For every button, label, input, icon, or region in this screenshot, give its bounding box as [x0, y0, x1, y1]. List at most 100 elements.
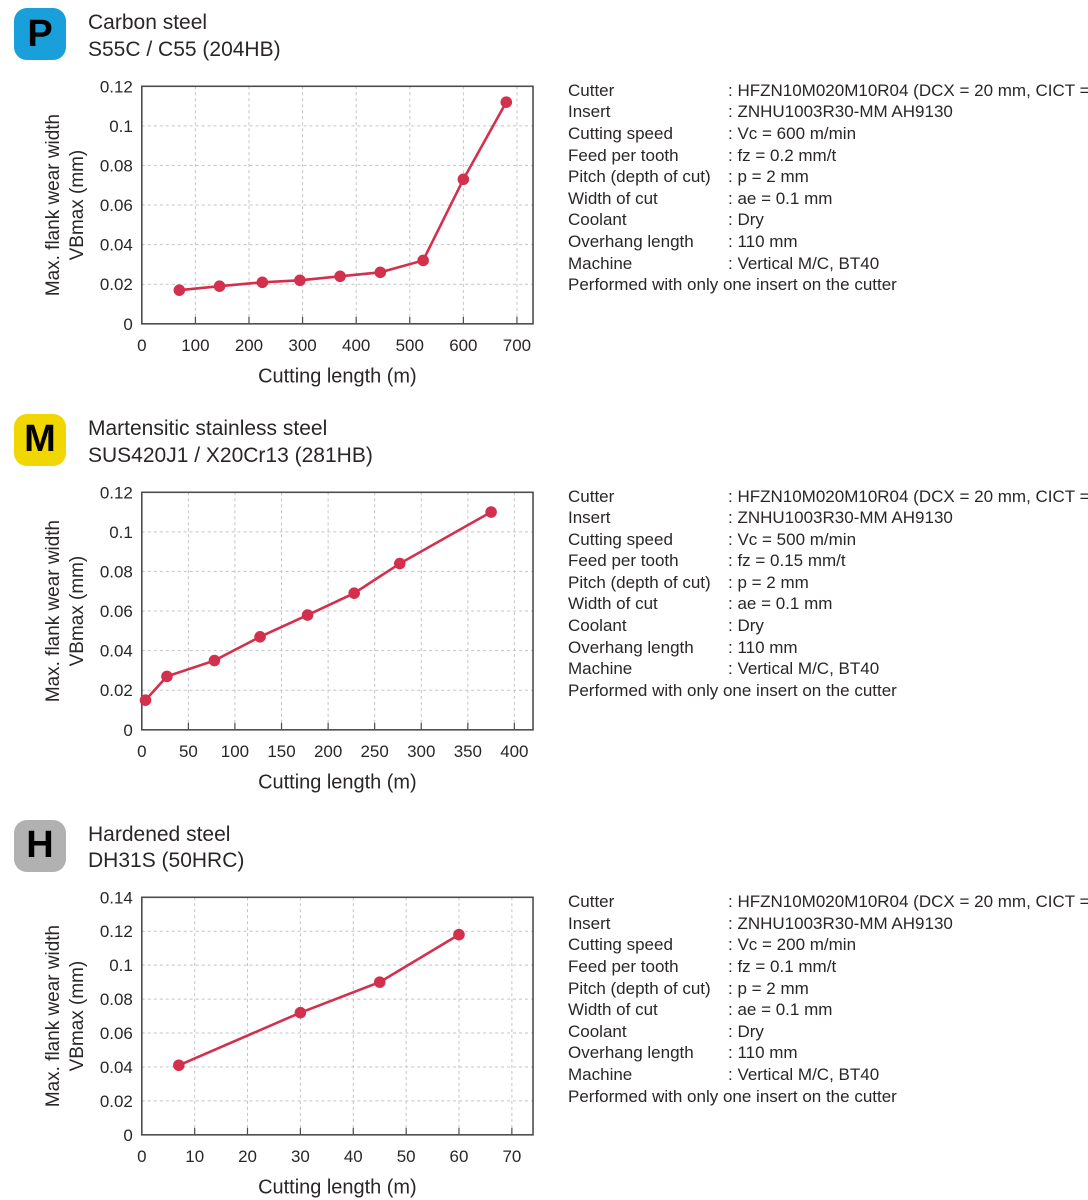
material-group-badge-m: M: [14, 413, 66, 466]
wear-chart-hardened-steel: 0 10 20 30 40 50 60 70 0 0.02 0.04 0.06 0.08 0.1 0.12 0…: [43, 889, 534, 1199]
svg-text:Cutting length (m): Cutting length (m): [258, 771, 417, 793]
svg-text:250: 250: [360, 741, 388, 760]
spec-label: Overhang length: [568, 637, 694, 657]
spec-row: Insert : ZNHU1003R30-MM AH9130: [568, 101, 1088, 123]
spec-label: Insert: [568, 102, 611, 122]
spec-label: Overhang length: [568, 1043, 694, 1063]
spec-row: Cutting speed: Vc = 500 m/min: [568, 529, 1088, 551]
spec-list: Cutter : HFZN10M020M10R04 (DCX = 20 mm, C…: [568, 76, 1088, 296]
svg-text:VBmax (mm): VBmax (mm): [67, 150, 88, 261]
svg-text:0.06: 0.06: [100, 196, 133, 215]
svg-text:0.1: 0.1: [109, 956, 133, 975]
svg-text:0: 0: [123, 1126, 132, 1145]
spec-label: Cutter: [568, 486, 615, 506]
spec-value: : p = 2 mm: [728, 167, 809, 187]
section-body: 0 10 20 30 40 50 60 70 0 0.02 0.04 0.06 0.08 0.1 0.12 0…: [0, 887, 1088, 1199]
material-group-badge-p: P: [14, 8, 66, 60]
spec-row: Overhang length : 110 mm: [568, 637, 1088, 659]
spec-value: : ZNHU1003R30-MM AH9130: [728, 508, 953, 528]
svg-text:70: 70: [502, 1147, 521, 1166]
spec-list: Cutter : HFZN10M020M10R04 (DCX = 20 mm, C…: [568, 887, 1088, 1107]
section-titles: Hardened steel DH31S (50HRC): [88, 820, 244, 876]
svg-text:0.12: 0.12: [100, 77, 133, 96]
wear-chart-carbon-steel: 0 100 200 300 400 500 600 700 0 0.02 0.04 0.06 0.08 0…: [43, 77, 534, 387]
section-titles: Martensitic stainless steel SUS420J1 / X…: [88, 414, 373, 470]
spec-row: Width of cut : ae = 0.1 mm: [568, 593, 1088, 615]
spec-value: : HFZN10M020M10R04 (DCX = 20 mm, CICT = …: [728, 892, 1088, 912]
svg-text:0.04: 0.04: [100, 1058, 133, 1077]
spec-value: : Vc = 600 m/min: [728, 123, 857, 143]
svg-text:200: 200: [235, 336, 263, 355]
svg-text:200: 200: [314, 741, 342, 760]
spec-value: : fz = 0.2 mm/t: [728, 145, 837, 165]
spec-row: Feed per tooth: fz = 0.1 mm/t: [568, 956, 1088, 978]
svg-text:VBmax (mm): VBmax (mm): [67, 961, 88, 1072]
svg-text:0.14: 0.14: [100, 889, 133, 908]
spec-label: Feed per tooth: [568, 551, 679, 571]
svg-text:0.04: 0.04: [100, 235, 133, 254]
spec-row: Coolant : Dry: [568, 209, 1088, 231]
spec-label: Coolant: [568, 616, 627, 636]
spec-value: : Dry: [728, 210, 764, 230]
spec-label: Coolant: [568, 210, 627, 230]
spec-label: Machine: [568, 253, 633, 273]
spec-value: : Vertical M/C, BT40: [728, 1065, 880, 1084]
svg-text:VBmax (mm): VBmax (mm): [67, 555, 88, 666]
svg-text:0.02: 0.02: [100, 1092, 133, 1111]
svg-text:0.08: 0.08: [100, 990, 133, 1009]
svg-text:0.06: 0.06: [100, 1024, 133, 1043]
spec-label: Insert: [568, 913, 611, 933]
svg-text:0.02: 0.02: [100, 681, 133, 700]
svg-text:20: 20: [238, 1147, 257, 1166]
svg-text:400: 400: [500, 741, 528, 760]
spec-row: Cutter : HFZN10M020M10R04 (DCX = 20 mm, C…: [568, 891, 1088, 913]
svg-text:Max. flank wear width: Max. flank wear width: [43, 925, 64, 1107]
spec-value: : HFZN10M020M10R04 (DCX = 20 mm, CICT = …: [728, 80, 1088, 100]
spec-label: Cutter: [568, 80, 615, 100]
spec-label: Width of cut: [568, 594, 658, 614]
spec-value: : ae = 0.1 mm: [728, 188, 833, 208]
svg-text:300: 300: [288, 336, 316, 355]
spec-row: Pitch (depth of cut): p = 2 mm: [568, 166, 1088, 188]
svg-text:Cutting length (m): Cutting length (m): [258, 365, 417, 387]
section-body: 0 100 200 300 400 500 600 700 0 0.02 0.04 0.06 0.08 0…: [0, 76, 1088, 388]
section-header: M Martensitic stainless steel SUS420J1 /…: [0, 413, 1088, 470]
spec-label: Cutting speed: [568, 529, 673, 549]
spec-value: : ae = 0.1 mm: [728, 594, 833, 614]
section-title: Hardened steel: [88, 822, 231, 846]
spec-label: Cutter: [568, 892, 615, 912]
section-hardened-steel: H Hardened steel DH31S (50HRC) 0 10 20 30 40…: [0, 819, 1088, 1200]
svg-text:60: 60: [450, 1147, 469, 1166]
svg-text:0.12: 0.12: [100, 483, 133, 502]
spec-value: : Vc = 200 m/min: [728, 935, 857, 955]
spec-row: Width of cut: ae = 0.1 mm: [568, 999, 1088, 1021]
svg-text:400: 400: [342, 336, 370, 355]
spec-value: : fz = 0.15 mm/t: [728, 551, 846, 571]
spec-value: : 110 mm: [728, 637, 798, 657]
section-title: Martensitic stainless steel: [88, 416, 328, 440]
spec-value: : Vertical M/C, BT40: [728, 659, 880, 679]
section-martensitic-stainless-steel: M Martensitic stainless steel SUS420J1 /…: [0, 413, 1088, 794]
svg-text:100: 100: [181, 336, 209, 355]
spec-row: Cutter : HFZN10M020M10R04 (DCX = 20 mm, C…: [568, 80, 1088, 102]
spec-label: Machine: [568, 1065, 633, 1084]
spec-value: : fz = 0.1 mm/t: [728, 957, 837, 977]
svg-text:0.08: 0.08: [100, 156, 133, 175]
spec-row: Machine : Vertical M/C, BT40: [568, 658, 1088, 680]
spec-value: : 110 mm: [728, 1043, 798, 1063]
svg-text:0: 0: [123, 315, 132, 334]
section-carbon-steel: P Carbon steel S55C / C55 (204HB) 0 100 20…: [0, 8, 1088, 388]
svg-text:30: 30: [291, 1147, 310, 1166]
section-titles: Carbon steel S55C / C55 (204HB): [88, 8, 281, 64]
spec-value: : 110 mm: [728, 231, 798, 251]
svg-text:50: 50: [397, 1147, 416, 1166]
spec-value: : ZNHU1003R30-MM AH9130: [728, 102, 953, 122]
material-group-badge-h: H: [14, 819, 66, 872]
spec-footnote: Performed with only one insert on the cu…: [568, 680, 897, 700]
spec-label: Pitch (depth of cut): [568, 978, 711, 998]
svg-text:0: 0: [137, 336, 146, 355]
spec-row: Machine: Vertical M/C, BT40: [568, 253, 1088, 275]
spec-list: Cutter: HFZN10M020M10R04 (DCX = 20 mm, C…: [568, 482, 1088, 702]
spec-label: Machine: [568, 659, 633, 679]
